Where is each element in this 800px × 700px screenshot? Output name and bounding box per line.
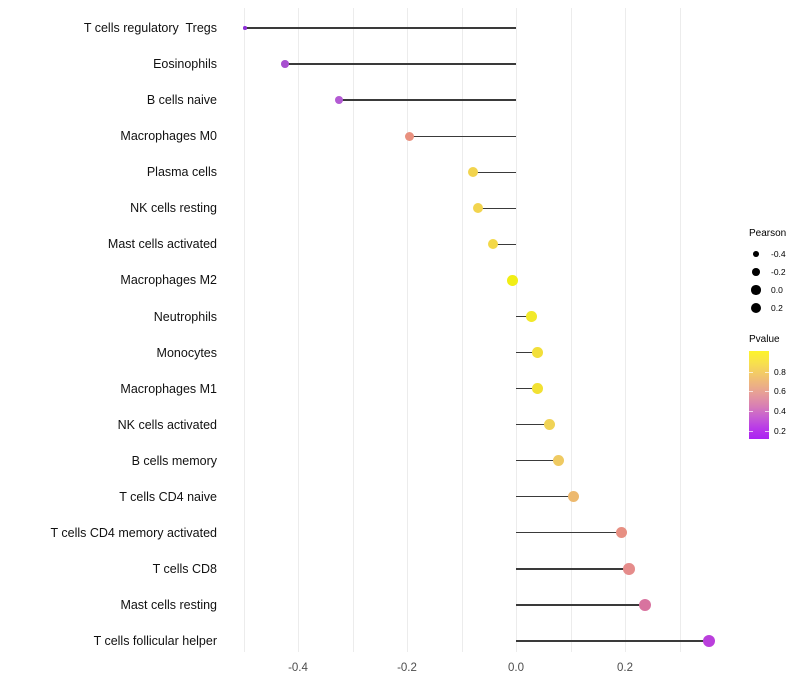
stem-line bbox=[284, 63, 516, 65]
pvalue-tick-mark bbox=[765, 371, 769, 373]
gridline bbox=[352, 8, 354, 652]
size-legend-label: -0.2 bbox=[771, 267, 786, 277]
y-axis-label: NK cells resting bbox=[130, 201, 217, 216]
y-axis-label: T cells follicular helper bbox=[93, 634, 217, 648]
gridline bbox=[461, 8, 463, 652]
stem-line bbox=[472, 171, 516, 173]
gridline bbox=[625, 8, 626, 652]
pvalue-tick-label: 0.2 bbox=[774, 425, 786, 436]
y-axis-label: Monocytes bbox=[156, 345, 217, 360]
stem-line bbox=[245, 27, 516, 29]
data-point bbox=[552, 455, 564, 467]
data-point bbox=[531, 347, 543, 358]
data-point bbox=[615, 527, 627, 539]
y-axis-label: Macrophages M0 bbox=[120, 129, 217, 144]
y-axis-label: T cells regulatory Tregs bbox=[83, 21, 217, 35]
pvalue-tick-mark bbox=[765, 411, 769, 413]
stem-line bbox=[516, 640, 709, 642]
x-axis-tick-label: -0.2 bbox=[397, 662, 417, 674]
stem-line bbox=[516, 532, 622, 534]
pvalue-tick-label: 0.4 bbox=[774, 406, 786, 417]
data-point bbox=[525, 311, 537, 322]
y-axis-label: Eosinophils bbox=[153, 57, 217, 72]
stem-line bbox=[516, 568, 629, 570]
y-axis-label: Macrophages M2 bbox=[120, 273, 217, 288]
stem-line bbox=[477, 207, 516, 209]
size-legend-dot bbox=[751, 285, 761, 295]
stem-line bbox=[338, 99, 516, 101]
size-legend-dot bbox=[752, 268, 760, 276]
stem-line bbox=[409, 135, 516, 137]
data-point bbox=[488, 239, 499, 250]
y-axis-label: Neutrophils bbox=[153, 309, 217, 324]
y-axis-label: Mast cells activated bbox=[107, 237, 217, 252]
y-axis-label: Plasma cells bbox=[146, 165, 217, 180]
y-axis-label: NK cells activated bbox=[117, 417, 217, 432]
gridline bbox=[298, 8, 299, 652]
pvalue-tick-mark bbox=[749, 371, 753, 373]
data-point bbox=[281, 60, 289, 68]
data-point bbox=[334, 95, 344, 105]
gridline bbox=[570, 8, 572, 652]
y-axis-label: T cells CD8 bbox=[152, 561, 217, 576]
y-axis-label: B cells naive bbox=[146, 93, 217, 108]
size-legend-label: -0.4 bbox=[771, 249, 786, 259]
data-point bbox=[543, 419, 555, 431]
y-axis-label: B cells memory bbox=[131, 453, 217, 468]
stem-line bbox=[516, 387, 538, 390]
data-point bbox=[472, 203, 483, 214]
data-point bbox=[507, 275, 519, 286]
data-point bbox=[531, 383, 543, 394]
y-axis-label: Macrophages M1 bbox=[120, 381, 217, 396]
pvalue-tick-mark bbox=[765, 430, 769, 432]
pvalue-tick-mark bbox=[749, 391, 753, 393]
gridline bbox=[679, 8, 681, 652]
data-point bbox=[639, 599, 652, 611]
stem-line bbox=[516, 460, 558, 462]
stem-line bbox=[516, 496, 574, 498]
pvalue-tick-label: 0.6 bbox=[774, 386, 786, 397]
x-axis-tick-label: 0.0 bbox=[508, 662, 524, 674]
data-point bbox=[623, 563, 635, 575]
data-point bbox=[243, 26, 247, 30]
data-point bbox=[702, 634, 716, 648]
gridline bbox=[516, 8, 517, 652]
y-axis-label: Mast cells resting bbox=[120, 598, 217, 612]
pvalue-tick-label: 0.8 bbox=[774, 366, 786, 377]
size-legend-label: 0.2 bbox=[771, 303, 783, 313]
x-axis-tick-label: -0.4 bbox=[288, 662, 308, 674]
stem-line bbox=[516, 604, 646, 606]
color-legend-title: Pvalue bbox=[749, 334, 780, 345]
data-point bbox=[467, 167, 478, 178]
size-legend-label: 0.0 bbox=[771, 285, 783, 295]
data-point bbox=[567, 491, 579, 503]
size-legend-dot bbox=[753, 251, 759, 257]
pvalue-tick-mark bbox=[749, 411, 753, 413]
stem-line bbox=[493, 243, 516, 246]
x-axis-tick-label: 0.2 bbox=[617, 662, 633, 674]
size-legend-title: Pearson bbox=[749, 228, 787, 239]
gridline bbox=[243, 8, 245, 652]
size-legend-dot bbox=[750, 302, 762, 314]
stem-line bbox=[516, 424, 550, 426]
stem-line bbox=[516, 315, 532, 318]
y-axis-label: T cells CD4 naive bbox=[119, 489, 217, 504]
data-point bbox=[404, 131, 414, 141]
pvalue-tick-mark bbox=[765, 391, 769, 393]
gridline bbox=[407, 8, 408, 652]
pvalue-tick-mark bbox=[749, 430, 753, 432]
y-axis-label: T cells CD4 memory activated bbox=[50, 525, 218, 540]
stem-line bbox=[516, 351, 538, 354]
pvalue-colorbar bbox=[749, 351, 769, 439]
